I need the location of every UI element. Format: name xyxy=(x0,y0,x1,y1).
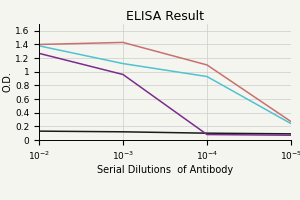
Title: ELISA Result: ELISA Result xyxy=(126,10,204,23)
X-axis label: Serial Dilutions  of Antibody: Serial Dilutions of Antibody xyxy=(97,165,233,175)
Y-axis label: O.D.: O.D. xyxy=(2,72,12,92)
